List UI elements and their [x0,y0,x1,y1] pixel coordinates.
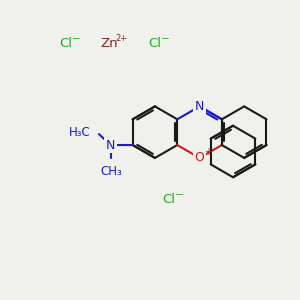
Text: Cl: Cl [162,193,175,206]
Text: CH₃: CH₃ [100,165,122,178]
Text: Zn: Zn [100,38,118,50]
Text: H₃C: H₃C [69,126,91,139]
Text: Cl: Cl [148,38,161,50]
Text: O: O [195,152,205,164]
Text: −: − [161,34,170,44]
Text: −: − [72,34,80,44]
Text: 2+: 2+ [115,34,128,43]
Text: −: − [175,190,184,200]
Text: N: N [195,100,204,113]
Text: N: N [106,139,116,152]
Text: +: + [205,147,212,157]
Text: Cl: Cl [59,38,72,50]
